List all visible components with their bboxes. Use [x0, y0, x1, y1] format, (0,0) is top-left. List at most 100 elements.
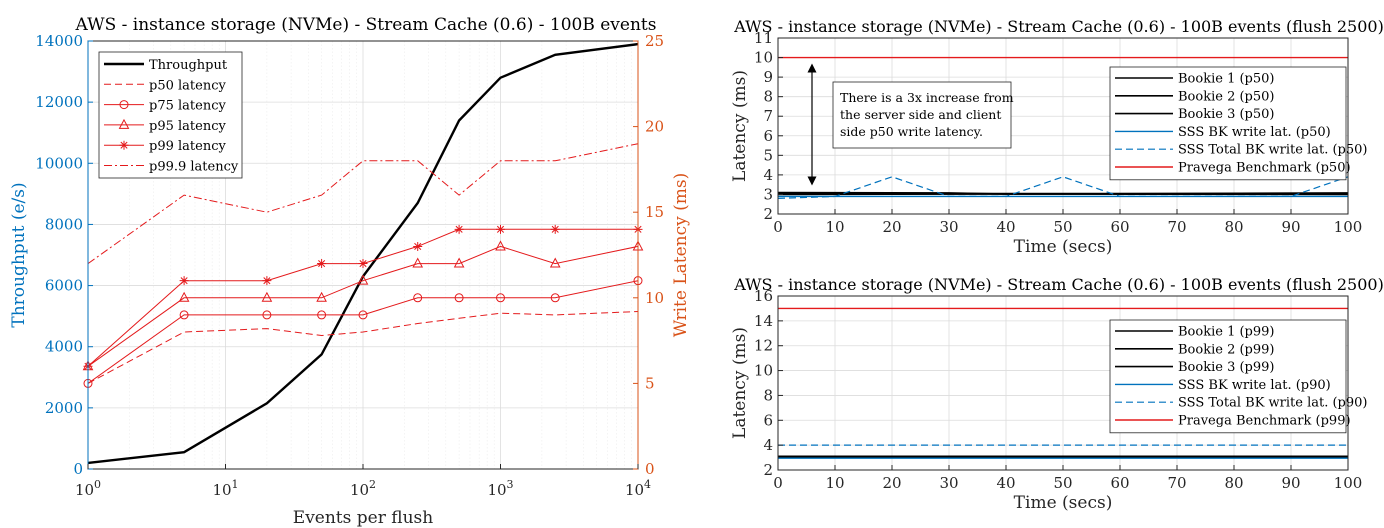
legend-entry: Bookie 1 (p50): [1178, 72, 1274, 87]
x-tick-label: 90: [1281, 218, 1300, 236]
legend-entry: Bookie 2 (p99): [1178, 342, 1274, 357]
data-point: [317, 259, 327, 269]
y-tick-label: 4: [763, 166, 773, 184]
legend-entry: Bookie 3 (p50): [1178, 107, 1274, 122]
y-tick-label: 6: [763, 127, 773, 145]
x-tick-label: 90: [1281, 474, 1300, 492]
y-tick-label: 5: [763, 146, 773, 164]
chart-title: AWS - instance storage (NVMe) - Stream C…: [75, 15, 657, 35]
y-tick-label-left: 0: [73, 460, 83, 478]
y-tick-label-right: 5: [645, 374, 655, 392]
x-tick-label: 0: [773, 218, 783, 236]
x-tick-exponent: 1: [232, 478, 239, 491]
x-tick-label: 40: [996, 218, 1015, 236]
data-point: [413, 241, 423, 251]
x-tick-label: 20: [882, 474, 901, 492]
annotation-arrowhead-bottom: [807, 176, 817, 186]
y-axis-label-right: Write Latency (ms): [671, 173, 691, 337]
annotation-box: [832, 81, 1012, 149]
x-axis-label: Events per flush: [293, 508, 433, 528]
x-tick-base: 10: [212, 481, 231, 499]
x-tick-label: 30: [939, 218, 958, 236]
annotation-text: There is a 3x increase from: [840, 90, 1014, 105]
series-line-p95-latency: [87, 245, 639, 367]
x-tick-label: 103: [487, 478, 513, 499]
data-point: [454, 293, 464, 303]
y-tick-label-left: 8000: [45, 215, 83, 233]
x-tick-label: 40: [996, 474, 1015, 492]
y-tick-label: 9: [763, 68, 773, 86]
legend-entry: SSS BK write lat. (p50): [1178, 125, 1331, 140]
y-tick-label-left: 12000: [35, 93, 83, 111]
x-tick-label: 102: [350, 478, 376, 499]
chart-title: AWS - instance storage (NVMe) - Stream C…: [733, 17, 1384, 36]
x-tick-label: 101: [212, 478, 238, 499]
series-line-sss-total-bk-write-lat-p50-: [777, 176, 1349, 199]
x-tick-exponent: 2: [369, 478, 376, 491]
legend-entry: Pravega Benchmark (p50): [1178, 161, 1351, 176]
legend-entry: p50 latency: [149, 78, 226, 93]
legend-entry: p99 latency: [149, 139, 226, 154]
data-point: [454, 224, 464, 234]
y-tick-label: 8: [763, 386, 773, 404]
data-point: [412, 257, 424, 268]
x-tick-base: 10: [625, 481, 644, 499]
legend-entry: Bookie 1 (p99): [1178, 325, 1274, 340]
series-line-p50-latency: [87, 311, 639, 384]
legend-entry: SSS Total BK write lat. (p50): [1178, 143, 1368, 158]
x-tick-label: 50: [1053, 474, 1072, 492]
data-point: [316, 291, 327, 302]
data-point: [358, 259, 368, 269]
y-tick-label-right: 15: [645, 203, 664, 221]
y-tick-label: 16: [754, 287, 773, 305]
x-axis-label: Time (secs): [1014, 493, 1113, 513]
x-tick-label: 100: [75, 478, 101, 499]
legend-entry: Bookie 2 (p50): [1178, 89, 1274, 104]
x-tick-label: 0: [773, 474, 783, 492]
legend-entry: SSS BK write lat. (p90): [1178, 378, 1331, 393]
chart-title: AWS - instance storage (NVMe) - Stream C…: [733, 275, 1384, 294]
y-tick-label-right: 25: [645, 32, 664, 50]
x-tick-base: 10: [350, 481, 369, 499]
legend-marker: [119, 100, 129, 110]
y-tick-label-right: 0: [645, 460, 655, 478]
legend-entry: Bookie 3 (p99): [1178, 360, 1274, 375]
data-point: [496, 293, 505, 303]
y-tick-label: 10: [754, 49, 773, 67]
y-tick-label: 6: [763, 411, 773, 429]
x-tick-base: 10: [487, 481, 506, 499]
x-tick-label: 30: [939, 474, 958, 492]
legend-box: [1109, 319, 1347, 434]
y-axis-label: Latency (ms): [730, 70, 750, 182]
x-tick-label: 70: [1167, 474, 1186, 492]
y-tick-label-left: 6000: [45, 277, 83, 295]
data-point: [357, 274, 369, 285]
data-point: [550, 224, 560, 234]
data-point: [262, 310, 272, 320]
x-tick-label: 80: [1224, 218, 1243, 236]
y-tick-label: 2: [763, 205, 773, 223]
y-tick-label-left: 10000: [35, 154, 83, 172]
annotation-text: the server side and client: [840, 107, 1001, 122]
series-line-p99-9-latency: [87, 143, 639, 265]
x-tick-label: 100: [1334, 218, 1363, 236]
data-point: [178, 291, 190, 302]
data-point: [496, 224, 505, 234]
x-tick-exponent: 3: [507, 478, 514, 491]
x-tick-exponent: 0: [94, 478, 101, 491]
y-tick-label: 7: [763, 107, 773, 125]
legend-entry: p75 latency: [149, 99, 226, 114]
data-point: [550, 293, 560, 303]
y-tick-label: 14: [754, 312, 773, 330]
y-tick-label-left: 4000: [45, 338, 83, 356]
y-tick-label: 4: [763, 436, 773, 454]
x-tick-exponent: 4: [644, 478, 651, 491]
annotation-text: side p50 write latency.: [840, 124, 983, 139]
x-tick-label: 20: [882, 218, 901, 236]
data-point: [179, 310, 189, 320]
chart-throughput-latency: 0200040006000800010000120001400005101520…: [9, 15, 691, 528]
data-point: [453, 257, 465, 268]
y-axis-label-left: Throughput (e/s): [9, 182, 29, 327]
